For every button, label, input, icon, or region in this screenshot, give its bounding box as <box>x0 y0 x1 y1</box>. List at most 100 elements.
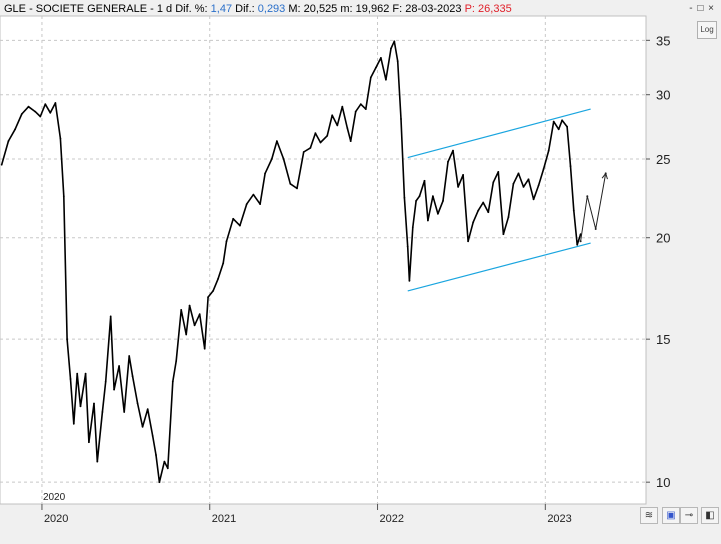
price-point <box>437 212 439 215</box>
price-point <box>302 151 305 153</box>
price-point <box>155 454 157 456</box>
price-point <box>576 243 579 246</box>
date-value: 28-03-2023 <box>405 3 462 15</box>
price-point <box>522 186 525 188</box>
y-tick-label: 30 <box>656 88 670 103</box>
price-point <box>118 365 120 367</box>
price-point <box>44 103 47 106</box>
price-point <box>462 174 464 176</box>
toggle-icon[interactable]: ◧ <box>701 507 719 524</box>
price-point <box>502 233 505 236</box>
price-point <box>331 114 334 117</box>
price-point <box>547 149 550 152</box>
price-point <box>408 279 411 282</box>
price-point <box>20 113 23 115</box>
price-point <box>175 360 178 362</box>
dif-value: 0,293 <box>257 3 286 15</box>
price-point <box>113 388 115 391</box>
price-point <box>232 217 235 220</box>
channel-line <box>407 108 591 159</box>
price-point <box>123 411 126 413</box>
price-point <box>141 425 144 428</box>
y-tick-label: 35 <box>656 33 670 48</box>
price-point <box>482 201 485 204</box>
price-point <box>452 149 454 152</box>
price-point <box>34 110 37 113</box>
x-tick-label: 2022 <box>380 513 404 525</box>
price-point <box>0 163 3 166</box>
pin-icon[interactable]: ⊸ <box>680 507 698 524</box>
price-point <box>207 296 210 298</box>
price-point <box>101 411 104 413</box>
price-point <box>467 240 469 243</box>
price-point <box>532 198 535 201</box>
price-point <box>507 216 510 219</box>
price-point <box>326 134 329 137</box>
price-point <box>319 141 322 144</box>
price-point <box>69 378 72 380</box>
price-point <box>537 184 540 187</box>
price-point <box>364 108 367 110</box>
price-point <box>225 240 228 243</box>
price-point <box>572 209 575 212</box>
price-point <box>477 209 480 212</box>
price-point <box>84 372 87 375</box>
price-point <box>76 372 79 375</box>
price-line <box>0 40 582 483</box>
price-point <box>569 165 572 168</box>
price-point <box>349 140 352 143</box>
price-point <box>96 460 99 463</box>
price-point <box>359 103 362 106</box>
price-value: 26,335 <box>478 3 512 15</box>
price-point <box>88 441 90 444</box>
price-point <box>406 245 409 248</box>
price-point <box>212 290 215 292</box>
price-point <box>198 313 201 316</box>
price-point <box>151 435 154 437</box>
projection-point <box>579 240 582 243</box>
price-point <box>346 127 349 129</box>
price-point <box>314 132 317 135</box>
period-label: 1 d <box>156 3 173 15</box>
dif-pct-label: Dif. %: <box>175 3 208 15</box>
price-point <box>497 171 500 173</box>
price-point <box>309 147 312 149</box>
price-point <box>296 187 298 190</box>
price-point <box>109 315 112 318</box>
price-point <box>557 128 560 131</box>
price-point <box>369 76 372 79</box>
price-point <box>411 226 414 229</box>
price-point <box>59 137 62 140</box>
price-point <box>552 120 555 123</box>
channel-line <box>407 242 591 292</box>
price-point <box>579 233 582 236</box>
price-point <box>49 111 52 114</box>
price-point <box>217 277 220 280</box>
window-controls[interactable]: - □ × <box>689 3 715 14</box>
wave-tool-icon[interactable]: ≋ <box>640 507 658 524</box>
price-point <box>131 375 134 378</box>
price-point <box>418 195 421 198</box>
price-point <box>136 402 139 405</box>
projection-point <box>586 195 589 198</box>
dif-pct-value: 1,47 <box>210 3 233 15</box>
max-value: 20,525 <box>303 3 338 15</box>
price-point <box>396 60 399 62</box>
price-point <box>203 347 206 350</box>
price-point <box>415 200 417 202</box>
ticker-label: GLE - SOCIETE GENERALE - <box>4 3 154 15</box>
price-point <box>39 115 42 118</box>
price-point <box>171 380 174 383</box>
price-point <box>128 355 131 357</box>
y-tick-label: 15 <box>656 332 670 347</box>
price-point <box>427 219 429 222</box>
log-scale-button[interactable]: Log <box>697 21 717 39</box>
price-point <box>393 40 396 43</box>
save-icon[interactable]: ▣ <box>662 507 680 524</box>
price-point <box>512 182 515 185</box>
max-label: M: <box>288 3 301 15</box>
y-tick-label: 10 <box>656 475 670 490</box>
x-tick-label: 2023 <box>547 513 571 525</box>
price-point <box>158 481 161 484</box>
